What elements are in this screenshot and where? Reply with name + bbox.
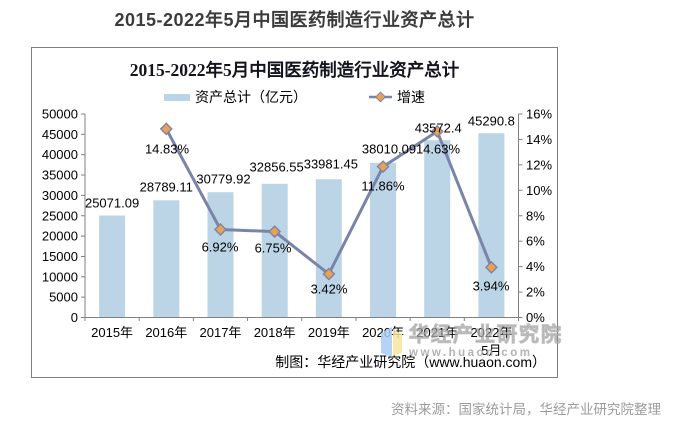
x-axis-label-line2: 5月 (481, 343, 501, 358)
growth-value-label: 11.86% (361, 179, 405, 194)
chart-legend: 资产总计（亿元） 增速 (32, 87, 557, 107)
left-axis-tick-label: 30000 (42, 188, 78, 203)
left-axis-tick-label: 0 (71, 310, 78, 325)
left-axis-tick-label: 15000 (42, 249, 78, 264)
legend-label-assets: 资产总计（亿元） (195, 91, 307, 106)
bar-value-label: 28789.11 (140, 180, 193, 195)
growth-value-label: 3.94% (473, 279, 510, 294)
right-axis-tick-label: 16% (526, 107, 552, 122)
left-axis-tick-label: 40000 (42, 147, 78, 162)
bar-value-label: 25071.09 (85, 196, 139, 211)
legend-item-assets: 资产总计（亿元） (164, 87, 307, 107)
growth-marker-2021年 (430, 124, 444, 138)
growth-marker-2020年 (376, 160, 390, 174)
bar-value-label: 38010.09 (362, 142, 416, 157)
growth-value-label: 3.42% (311, 282, 348, 297)
bar-value-label: 30779.92 (196, 172, 250, 187)
x-axis-label: 2016年 (145, 325, 187, 340)
growth-value-label: 14.83% (145, 142, 190, 157)
growth-marker-2022年5月 (484, 260, 498, 274)
source-note: 资料来源：国家统计局，华经产业研究院整理 (391, 402, 661, 417)
x-axis-label: 2021年 (416, 325, 458, 340)
growth-value-label: 6.75% (255, 241, 292, 256)
growth-marker-2016年 (159, 122, 173, 136)
chart-credit: 制图：华经产业研究院（www.huaon.com） (275, 354, 546, 370)
bar-value-label: 32856.55 (250, 160, 304, 175)
right-axis-tick-label: 4% (526, 259, 545, 274)
bar-2021年 (424, 140, 451, 318)
bar-swatch-icon (164, 93, 190, 101)
right-axis-tick-label: 0% (526, 310, 545, 325)
left-axis-tick-label: 10000 (42, 269, 78, 284)
x-axis-label: 2018年 (254, 325, 296, 340)
growth-marker-2019年 (322, 267, 336, 281)
right-axis-tick-label: 8% (526, 208, 545, 223)
left-axis-tick-label: 35000 (42, 168, 78, 183)
right-axis-tick-label: 2% (526, 285, 545, 300)
bar-2018年 (261, 183, 288, 318)
bar-2016年 (153, 200, 180, 318)
bar-2022年5月 (478, 133, 505, 318)
page-title: 2015-2022年5月中国医药制造行业资产总计 (114, 10, 475, 30)
legend-label-growth: 增速 (397, 91, 425, 106)
bar-value-label: 33981.45 (304, 157, 358, 172)
line-diamond-swatch-icon (369, 91, 392, 103)
bar-value-label: 45290.8 (468, 114, 515, 129)
right-axis-tick-label: 6% (526, 234, 545, 249)
bar-2020年 (370, 162, 396, 318)
left-axis-tick-label: 50000 (42, 107, 78, 122)
bar-value-label: 43572.4 (415, 121, 462, 136)
left-axis-tick-label: 20000 (42, 229, 78, 244)
bar-2019年 (315, 179, 342, 318)
chart-title: 2015-2022年5月中国医药制造行业资产总计 (129, 60, 460, 80)
growth-marker-2018年 (268, 225, 282, 239)
combo-chart-plot: 0 5000 10000 15000 20000 25000 30000 35000 40000… (42, 107, 553, 359)
bar-2015年 (99, 215, 126, 318)
right-axis-tick-label: 12% (526, 157, 552, 172)
x-axis-label: 2022年 (470, 325, 512, 340)
right-axis-tick-label: 10% (526, 183, 552, 198)
left-axis-tick-label: 5000 (49, 290, 78, 305)
left-axis-tick-label: 45000 (42, 127, 78, 142)
legend-item-growth: 增速 (369, 87, 425, 107)
growth-value-label: 14.63% (416, 142, 461, 157)
growth-value-label: 6.92% (202, 240, 239, 255)
left-axis-tick-label: 25000 (42, 208, 78, 223)
growth-marker-2017年 (213, 222, 227, 236)
chart-container: 2015-2022年5月中国医药制造行业资产总计 资产总计（亿元） 增速 0 50… (31, 47, 558, 378)
x-axis-label: 2017年 (200, 325, 242, 340)
right-axis-tick-label: 14% (526, 132, 552, 147)
x-axis-label: 2019年 (308, 325, 350, 340)
x-axis-label: 2020年 (362, 325, 404, 340)
x-axis-label: 2015年 (91, 325, 133, 340)
